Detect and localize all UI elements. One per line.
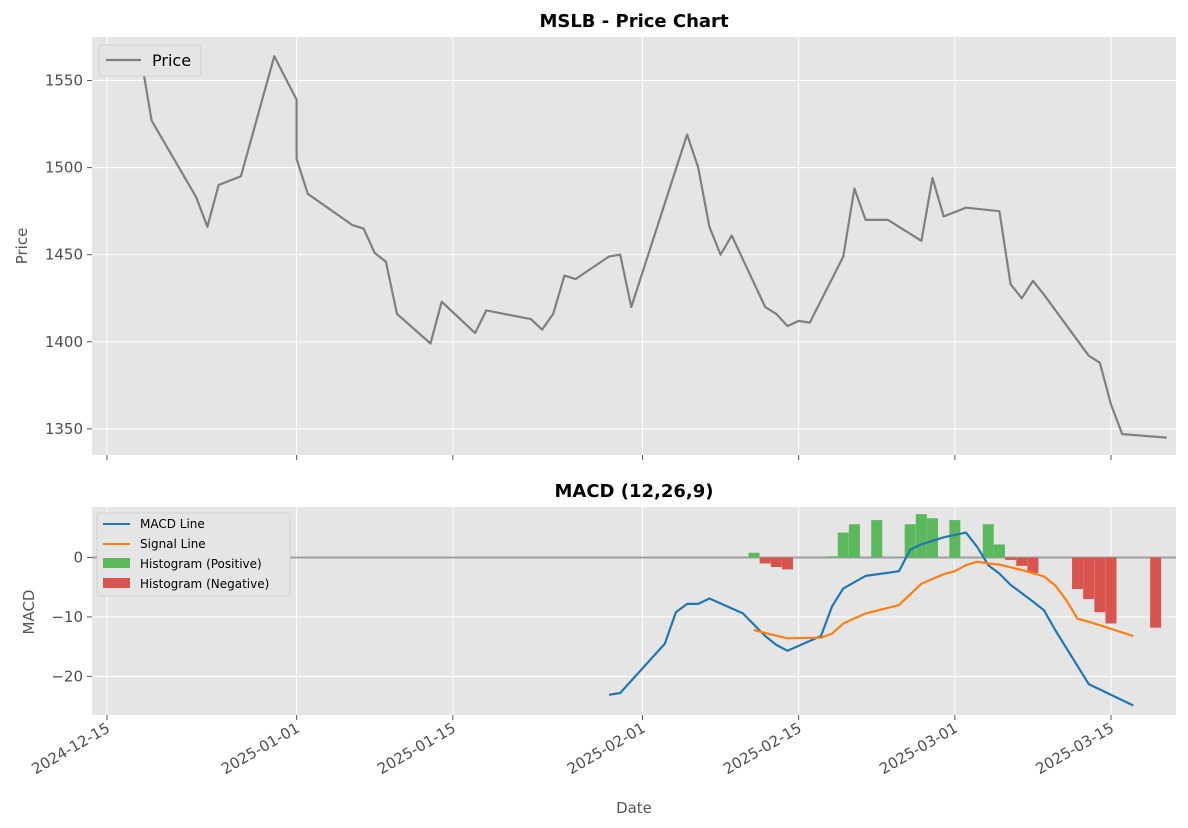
macd-legend-label-hist-pos: Histogram (Positive) (140, 557, 262, 571)
histogram-bar-positive (748, 552, 760, 558)
macd-legend-label-signal: Signal Line (140, 537, 206, 551)
macd-y-tick-label: 0 (73, 549, 83, 567)
histogram-bar-positive (982, 524, 994, 558)
histogram-bar-negative (1072, 557, 1084, 590)
price-y-tick-label: 1350 (45, 420, 83, 438)
price-y-tick-label: 1550 (45, 72, 83, 90)
price-legend-box (98, 44, 202, 77)
macd-legend-swatch-hist-pos (103, 558, 130, 568)
price-y-ticks: 1350 1400 1450 1500 1550 (45, 72, 92, 438)
histogram-bar-negative (759, 557, 771, 564)
price-legend-label: Price (152, 51, 191, 70)
histogram-bar-negative (1016, 557, 1028, 566)
macd-y-ticks: −20 −10 0 (51, 549, 92, 685)
histogram-bar-positive (837, 532, 849, 558)
macd-legend-label-hist-neg: Histogram (Negative) (140, 577, 269, 591)
histogram-bar-positive (904, 524, 916, 558)
macd-chart-title: MACD (12,26,9) (554, 481, 713, 502)
histogram-bar-negative (1027, 557, 1039, 573)
x-axis-label: Date (616, 799, 652, 817)
macd-line-series (608, 531, 1134, 707)
histogram-bar-positive (826, 556, 838, 558)
price-series (139, 54, 1167, 439)
histogram-bar-positive (993, 544, 1005, 558)
macd-y-tick-label: −20 (51, 667, 83, 685)
macd-series (608, 531, 1134, 707)
histogram-bar-positive (871, 520, 883, 558)
macd-legend: MACD Line Signal Line Histogram (Positiv… (96, 512, 291, 597)
price-series (139, 54, 1167, 439)
price-y-tick-label: 1500 (45, 159, 83, 177)
histogram-bar-positive (848, 524, 860, 558)
price-y-tick-label: 1400 (45, 333, 83, 351)
macd-histogram (748, 514, 1162, 628)
macd-legend-label-macd: MACD Line (140, 517, 205, 531)
histogram-bar-negative (1150, 557, 1162, 628)
price-y-tick-label: 1450 (45, 246, 83, 264)
signal-line-series (753, 560, 1134, 640)
histogram-bar-negative (1105, 557, 1117, 624)
histogram-bar-negative (781, 557, 793, 570)
price-chart-title: MSLB - Price Chart (539, 11, 729, 32)
price-x-ticks (106, 455, 1112, 460)
histogram-bar-negative (1005, 557, 1017, 560)
histogram-bar-negative (1083, 557, 1095, 600)
price-grid (92, 37, 1176, 455)
histogram-bar-negative (770, 557, 782, 568)
price-plot-area (92, 37, 1176, 455)
price-y-axis-label: Price (13, 228, 31, 265)
histogram-bar-positive (927, 518, 939, 558)
macd-legend-swatch-hist-neg (103, 578, 130, 588)
macd-y-axis-label: MACD (20, 590, 38, 635)
histogram-bar-positive (915, 514, 927, 558)
price-legend: Price (98, 44, 202, 77)
macd-legend-box (96, 512, 291, 597)
histogram-bar-positive (949, 520, 961, 558)
histogram-bar-negative (1094, 557, 1106, 613)
macd-y-tick-label: −10 (51, 608, 83, 626)
